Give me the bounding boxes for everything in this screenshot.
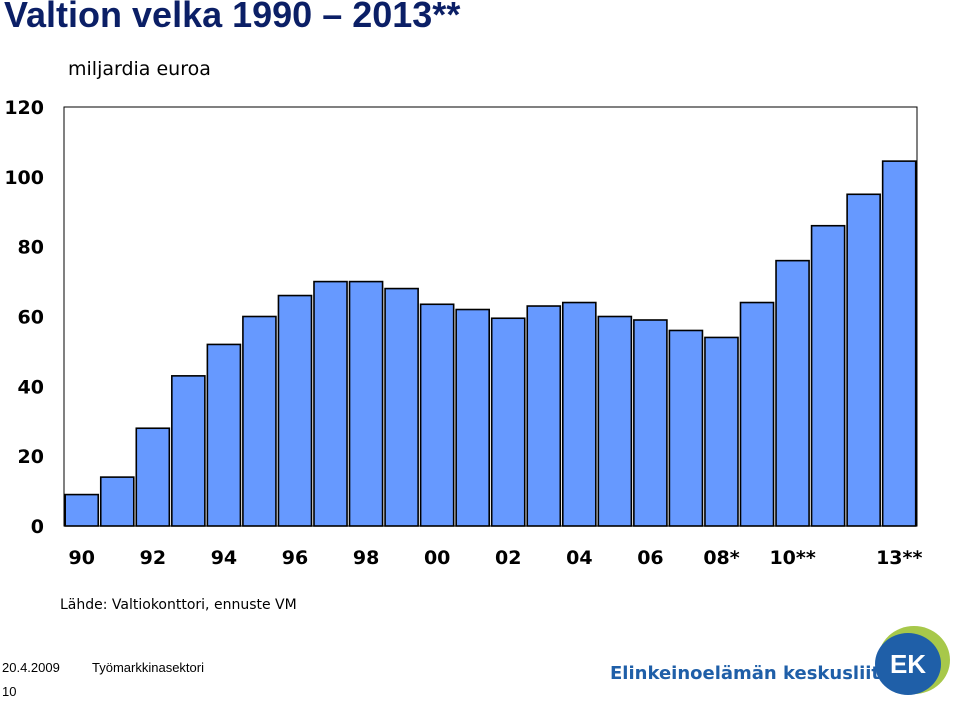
footer-date: 20.4.2009 (2, 660, 60, 675)
source-note: Lähde: Valtiokonttori, ennuste VM (60, 597, 297, 613)
y-axis-unit-label: miljardia euroa (68, 58, 211, 80)
y-tick-label: 40 (18, 376, 44, 398)
y-tick-label: 100 (4, 167, 44, 189)
bar (668, 329, 704, 527)
organization-name: Elinkeinoelämän keskusliitto (610, 663, 901, 684)
x-tick-label: 13** (876, 547, 922, 569)
y-tick-label: 0 (31, 516, 44, 538)
logo-text: EK (890, 649, 926, 679)
bar (881, 160, 917, 527)
x-tick-label: 08* (703, 547, 739, 569)
bar-chart: 0 20 40 60 80 100 120 90 92 94 96 98 00 02 04 06 08* 10**… (4, 97, 922, 569)
x-tick-label: 10** (769, 547, 815, 569)
bar (810, 224, 846, 527)
page-number: 10 (2, 684, 17, 699)
bar (99, 476, 135, 527)
x-tick-label: 92 (140, 547, 166, 569)
bar (597, 315, 633, 527)
slide-title: Valtion velka 1990 – 2013** (4, 0, 461, 35)
bar (348, 280, 384, 527)
x-tick-label: 94 (211, 547, 237, 569)
x-tick-label: 90 (69, 547, 95, 569)
bar (242, 315, 277, 527)
bar (419, 303, 455, 527)
bar (704, 336, 739, 527)
bar (490, 317, 526, 527)
bar (277, 294, 313, 527)
bar (633, 319, 668, 527)
x-tick-label: 02 (495, 547, 521, 569)
bar (64, 493, 100, 527)
x-tick-label: 96 (282, 547, 308, 569)
bar (384, 287, 419, 527)
bar (135, 427, 171, 527)
bar (561, 301, 597, 527)
ek-logo: EK (875, 626, 950, 695)
footer-sector: Työmarkkinasektori (92, 660, 204, 675)
bar (846, 193, 881, 527)
y-tick-label: 60 (18, 307, 44, 329)
y-tick-label: 20 (18, 446, 44, 468)
bar (739, 301, 775, 527)
bar (455, 308, 490, 527)
logo-blue-disc (875, 633, 941, 695)
bar (313, 280, 348, 527)
x-tick-label: 04 (566, 547, 592, 569)
y-tick-label: 120 (4, 97, 44, 119)
x-tick-label: 00 (424, 547, 450, 569)
plot-frame (63, 106, 918, 527)
y-tick-label: 80 (18, 237, 44, 259)
bar (775, 259, 810, 527)
bar (206, 343, 242, 527)
x-tick-label: 98 (353, 547, 379, 569)
x-tick-label: 06 (637, 547, 663, 569)
bar (526, 305, 562, 527)
bar (171, 375, 206, 527)
